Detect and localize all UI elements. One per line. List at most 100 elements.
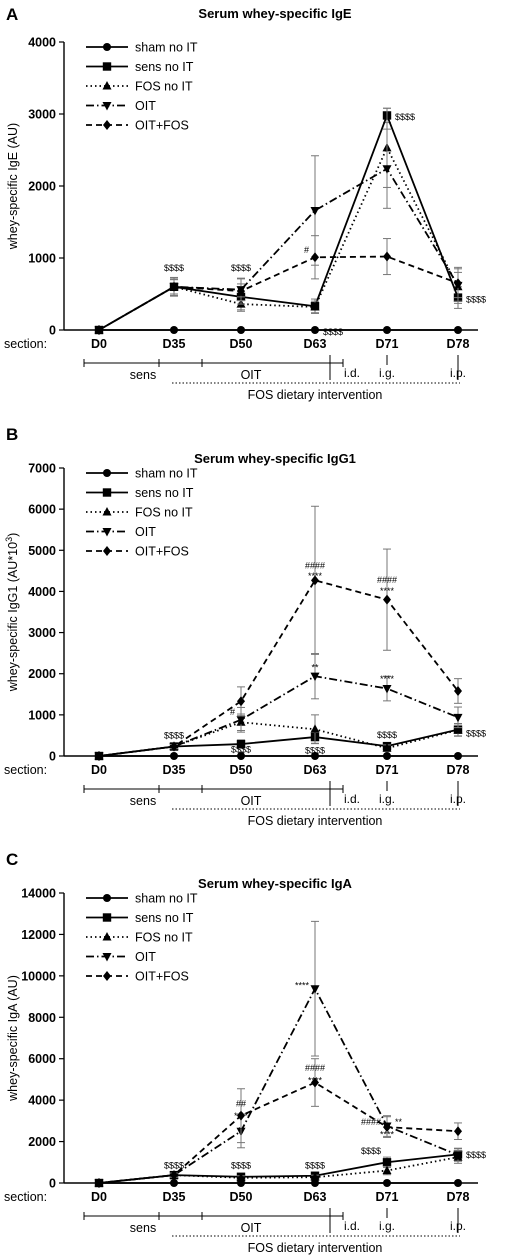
legend-marker <box>102 913 112 922</box>
legend-label: FOS no IT <box>135 80 193 94</box>
phase-oit: OIT <box>158 1212 344 1235</box>
intervention-label: FOS dietary intervention <box>248 814 383 828</box>
significance-annotation: #### <box>377 575 397 585</box>
legend-marker <box>102 488 112 497</box>
x-tick-label: D78 <box>447 763 470 777</box>
series-oit <box>94 653 463 761</box>
phase-label: OIT <box>241 368 262 382</box>
significance-annotation: **** <box>380 1129 395 1139</box>
data-point <box>454 1126 462 1137</box>
series-sens-no-it <box>94 1147 463 1188</box>
administration-routes: i.d. i.g. i.p. <box>329 1208 466 1233</box>
data-point <box>382 743 392 752</box>
y-axis-label-superscript: 3 <box>4 537 14 542</box>
legend-label: sens no IT <box>135 911 194 925</box>
data-point <box>383 594 391 605</box>
series-line <box>98 721 459 757</box>
route-label: i.p. <box>450 792 466 806</box>
data-point <box>453 713 463 723</box>
phase-label: OIT <box>241 1221 262 1235</box>
x-tick-label: D63 <box>304 763 327 777</box>
series-line <box>98 1081 459 1184</box>
legend: sham no IT sens no IT FOS no IT OIT OIT+FOS <box>86 892 198 984</box>
data-point <box>454 326 462 334</box>
data-point <box>236 1172 246 1182</box>
significance-annotation: ## <box>236 1098 246 1108</box>
significance-annotation: $$$$ <box>466 1150 486 1160</box>
data-point <box>237 752 245 760</box>
administration-routes: i.d. i.g. i.p. <box>329 355 466 380</box>
route-label: i.g. <box>379 1219 395 1233</box>
legend-marker <box>103 546 111 556</box>
y-axis-label: whey-specific IgA (AU) <box>6 975 20 1102</box>
series-line <box>98 986 459 1184</box>
legend-label: sens no IT <box>135 60 194 74</box>
legend-label: OIT+FOS <box>135 545 189 559</box>
y-tick-label: 12000 <box>21 928 56 942</box>
x-tick-label: D50 <box>230 1190 253 1204</box>
y-tick-label: 3000 <box>28 626 56 640</box>
data-point <box>170 281 178 292</box>
fos-intervention: FOS dietary intervention <box>172 1235 460 1255</box>
data-point <box>310 672 320 682</box>
y-tick-label: 5000 <box>28 544 56 558</box>
significance-annotation: $$$$ <box>164 731 184 741</box>
series-line <box>98 112 459 331</box>
y-tick-label: 10000 <box>21 969 56 983</box>
data-point <box>170 741 178 752</box>
data-point <box>237 696 245 707</box>
data-point <box>310 301 320 311</box>
fos-intervention: FOS dietary intervention <box>172 382 460 402</box>
legend-label: OIT <box>135 950 156 964</box>
y-tick-label: 4000 <box>28 585 56 599</box>
data-point <box>454 752 462 760</box>
phase-sens: sens <box>83 1212 203 1235</box>
chart-panel-b: B Serum whey-specific IgG1 0 1000 2000 3000 40… <box>4 425 486 828</box>
significance-annotation: **** <box>295 980 310 990</box>
y-tick-label: 0 <box>49 750 56 764</box>
significance-annotation: $$$$ <box>377 730 397 740</box>
x-axis-label: section: <box>4 763 47 777</box>
y-tick-label: 2000 <box>28 1135 56 1149</box>
y-axis-label: whey-specific IgG1 (AU*103) <box>4 533 20 693</box>
phase-label: sens <box>130 368 156 382</box>
series-fos-no-it <box>94 107 463 334</box>
route-label: i.d. <box>344 1219 360 1233</box>
x-tick-label: D63 <box>304 1190 327 1204</box>
chart-title: Serum whey-specific IgA <box>198 876 352 891</box>
y-tick-label: 6000 <box>28 1052 56 1066</box>
series-line <box>98 728 459 757</box>
x-axis-label: section: <box>4 1190 47 1204</box>
data-point <box>311 252 319 263</box>
x-tick-label: D0 <box>91 1190 107 1204</box>
y-tick-label: 8000 <box>28 1011 56 1025</box>
series-line <box>98 1153 459 1184</box>
route-label: i.p. <box>450 366 466 380</box>
data-point <box>237 286 245 297</box>
data-point <box>383 326 391 334</box>
legend-marker <box>103 469 111 477</box>
data-point <box>310 724 320 733</box>
data-point <box>454 278 462 289</box>
panel-label: B <box>6 425 18 444</box>
data-point <box>383 251 391 262</box>
legend: sham no IT sens no IT FOS no IT OIT OIT+FOS <box>86 467 198 559</box>
legend-marker <box>102 507 112 516</box>
y-tick-label: 3000 <box>28 108 56 122</box>
route-label: i.d. <box>344 366 360 380</box>
data-point <box>95 751 103 761</box>
significance-annotation: $$$$ <box>164 263 184 273</box>
significance-annotation: **** <box>308 571 323 581</box>
data-point <box>454 685 462 696</box>
phase-sens: sens <box>83 785 203 808</box>
legend-marker <box>103 43 111 51</box>
significance-annotation: ** <box>311 662 319 672</box>
y-tick-label: 4000 <box>28 36 56 50</box>
series-sham-no-it <box>95 752 462 760</box>
x-tick-label: D35 <box>163 763 186 777</box>
legend-label: FOS no IT <box>135 931 193 945</box>
x-tick-label: D78 <box>447 1190 470 1204</box>
fos-intervention: FOS dietary intervention <box>172 808 460 828</box>
significance-annotation: #### <box>305 1063 325 1073</box>
